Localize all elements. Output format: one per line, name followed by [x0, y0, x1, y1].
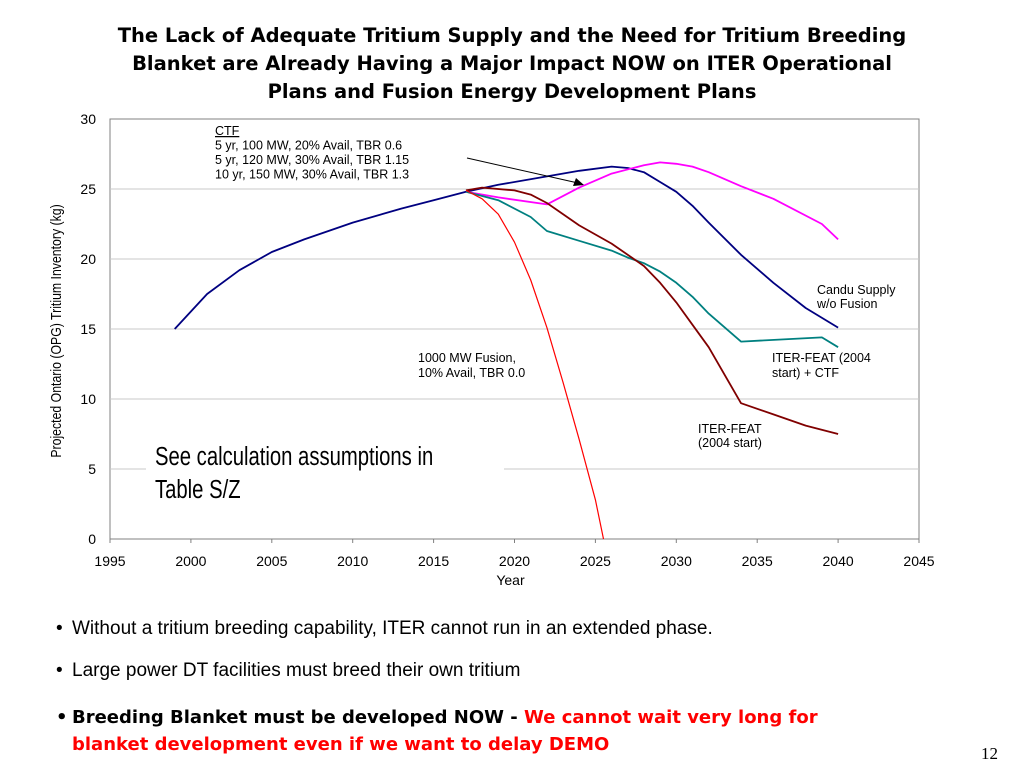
ctf-annotation: 10 yr, 150 MW, 30% Avail, TBR 1.3 [215, 168, 409, 182]
candu-annotation: Candu Supply [817, 283, 896, 297]
candu-annotation: w/o Fusion [816, 297, 877, 311]
iter-feat-ctf-annotation: ITER-FEAT (2004 [772, 351, 871, 365]
ctf-annotation: 5 yr, 100 MW, 20% Avail, TBR 0.6 [215, 139, 402, 153]
ctf-arrowhead [573, 178, 584, 186]
x-tick-label: 2040 [823, 553, 854, 569]
bullet-text: Large power DT facilities must breed the… [72, 660, 521, 681]
fusion-1000mw-annotation: 1000 MW Fusion, [418, 351, 516, 365]
page-number: 12 [981, 744, 998, 763]
x-axis-label: Year [496, 572, 525, 588]
x-tick-label: 2045 [903, 553, 934, 569]
x-tick-label: 2035 [742, 553, 773, 569]
x-tick-label: 2010 [337, 553, 368, 569]
x-tick-label: 1995 [94, 553, 125, 569]
series-line [465, 190, 839, 348]
iter-feat-annotation: (2004 start) [698, 436, 762, 450]
bullet-item: • Large power DT facilities must breed th… [56, 660, 520, 682]
x-tick-label: 2030 [661, 553, 692, 569]
bullet-text: Without a tritium breeding capability, I… [72, 618, 713, 639]
ctf-annotation: 5 yr, 120 MW, 30% Avail, TBR 1.15 [215, 153, 409, 167]
note-text: Table S/Z [155, 475, 241, 504]
title-line: Blanket are Already Having a Major Impac… [132, 52, 892, 75]
series-line [465, 189, 605, 540]
title-line: The Lack of Adequate Tritium Supply and … [117, 24, 907, 47]
title-line: Plans and Fusion Energy Development Plan… [267, 80, 757, 103]
note-text: See calculation assumptions in [155, 442, 433, 471]
y-tick-label: 20 [80, 251, 96, 267]
bullet-item: • Without a tritium breeding capability, … [56, 618, 713, 640]
iter-feat-ctf-annotation: start) + CTF [772, 366, 839, 380]
y-axis-label: Projected Ontario (OPG) Tritium Inventor… [48, 204, 64, 457]
bullet-bold-text: Breeding Blanket must be developed NOW - [72, 707, 525, 728]
ctf-arrow-line [466, 157, 579, 184]
bullet-dot: • [56, 660, 63, 681]
iter-feat-annotation: ITER-FEAT [698, 422, 762, 436]
bullet-red-text: blanket development even if we want to d… [72, 734, 610, 755]
x-tick-label: 2000 [175, 553, 206, 569]
ctf-annotation: CTF [215, 124, 240, 138]
bullet-red-text: We cannot wait very long for [524, 707, 818, 728]
note-box [146, 440, 504, 508]
y-tick-label: 30 [80, 111, 96, 127]
y-tick-label: 25 [80, 181, 96, 197]
slide-title: The Lack of Adequate Tritium Supply and … [40, 22, 984, 106]
series-line [465, 186, 839, 435]
bullet-dot: • [56, 618, 63, 639]
series-line [174, 165, 839, 330]
bullet-dot: • [56, 707, 68, 728]
x-tick-label: 2025 [580, 553, 611, 569]
x-tick-label: 2015 [418, 553, 449, 569]
series-line [465, 161, 839, 241]
bullet-item-emphasis: • Breeding Blanket must be developed NOW … [56, 704, 818, 758]
x-tick-label: 2005 [256, 553, 287, 569]
x-tick-label: 2020 [499, 553, 530, 569]
y-tick-label: 5 [88, 461, 96, 477]
y-tick-label: 0 [88, 531, 96, 547]
y-tick-label: 10 [80, 391, 96, 407]
fusion-1000mw-annotation: 10% Avail, TBR 0.0 [418, 366, 525, 380]
y-tick-label: 15 [80, 321, 96, 337]
